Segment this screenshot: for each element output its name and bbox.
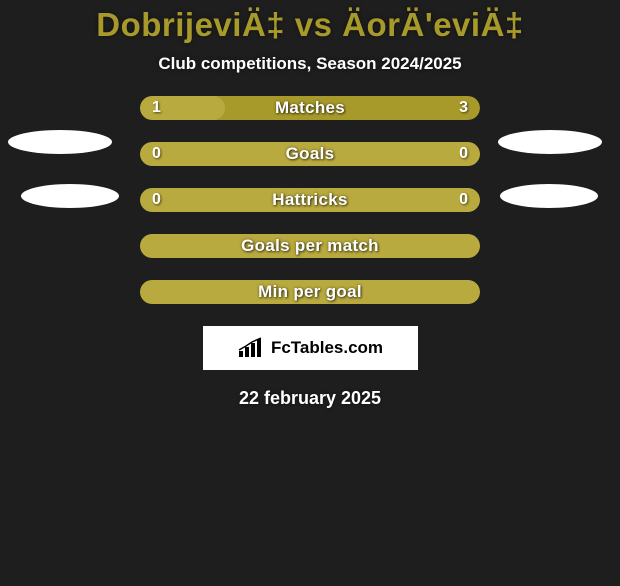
stat-row: Goals per match [140, 234, 480, 258]
comparison-subtitle: Club competitions, Season 2024/2025 [0, 54, 620, 74]
bars-chart-icon [237, 337, 265, 359]
player-photo-placeholder [500, 184, 598, 208]
stat-label: Hattricks [140, 188, 480, 212]
player-photo-placeholder [8, 130, 112, 154]
stat-label: Goals per match [140, 234, 480, 258]
comparison-title: DobrijeviÄ‡ vs ÄorÄ'eviÄ‡ [0, 6, 620, 44]
brand-text: FcTables.com [271, 338, 383, 358]
stat-row: Min per goal [140, 280, 480, 304]
player-photo-placeholder [498, 130, 602, 154]
stat-row: 13Matches [140, 96, 480, 120]
comparison-date: 22 february 2025 [0, 388, 620, 409]
stat-label: Matches [140, 96, 480, 120]
stat-label: Min per goal [140, 280, 480, 304]
stat-bars: 13Matches 00Goals 00Hattricks Goals per mat… [140, 96, 480, 304]
player-photo-placeholder [21, 184, 119, 208]
stat-row: 00Goals [140, 142, 480, 166]
stat-row: 00Hattricks [140, 188, 480, 212]
brand-badge: FcTables.com [203, 326, 418, 370]
stat-label: Goals [140, 142, 480, 166]
